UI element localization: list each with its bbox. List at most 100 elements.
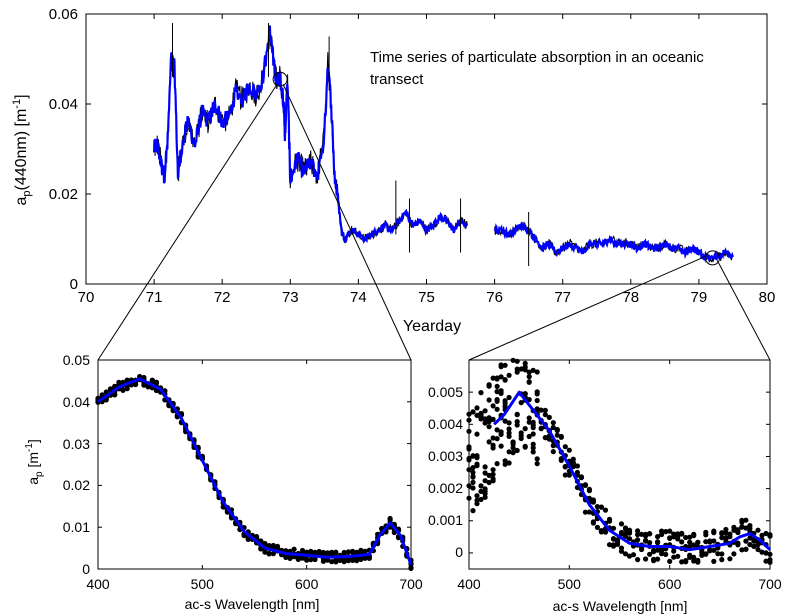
data-point — [530, 367, 536, 373]
data-point — [610, 525, 617, 531]
data-point — [651, 548, 657, 554]
data-point — [586, 486, 593, 492]
data-point — [566, 447, 572, 453]
right-x-axis-label: ac-s Wavelength [nm] — [553, 598, 688, 614]
data-point — [366, 555, 372, 561]
data-point — [498, 390, 504, 396]
data-point — [602, 507, 609, 513]
data-point — [120, 387, 126, 393]
data-point — [635, 532, 641, 538]
data-point — [651, 556, 657, 562]
data-point — [691, 542, 697, 548]
data-point — [538, 425, 544, 431]
x-tick-label: 75 — [418, 289, 435, 306]
data-point — [759, 549, 765, 555]
y-label-sub: p — [21, 191, 33, 197]
data-point — [510, 450, 516, 456]
x-tick-label: 79 — [691, 289, 708, 306]
data-point — [133, 381, 139, 387]
data-point — [711, 547, 717, 553]
data-point — [691, 558, 697, 564]
data-point — [490, 467, 496, 473]
data-point — [747, 535, 753, 541]
data-point — [474, 412, 480, 418]
data-point — [683, 559, 689, 565]
data-point — [691, 554, 697, 561]
data-point — [574, 469, 581, 476]
data-point — [707, 548, 713, 554]
data-point — [466, 428, 472, 434]
data-point — [534, 397, 540, 404]
data-point — [618, 521, 625, 527]
data-point — [635, 537, 641, 543]
data-point — [341, 559, 347, 565]
data-point — [482, 486, 488, 492]
timeseries-x-axis-label: Yearday — [403, 318, 461, 335]
data-point — [470, 469, 476, 476]
data-point — [594, 524, 601, 531]
zoom-connector-lines — [97, 83, 771, 361]
data-point — [490, 416, 496, 422]
data-point — [530, 422, 536, 428]
data-point — [522, 443, 528, 449]
data-point — [498, 374, 504, 380]
data-point — [739, 547, 745, 553]
data-point — [522, 426, 528, 432]
data-point — [526, 433, 532, 440]
data-point — [675, 533, 681, 539]
y-label-sub: p — [34, 471, 45, 477]
data-point — [522, 360, 528, 366]
data-point — [490, 403, 496, 409]
data-point — [610, 543, 617, 549]
data-point — [518, 430, 524, 436]
data-point — [490, 445, 496, 451]
data-point — [763, 558, 769, 564]
data-point — [598, 528, 605, 534]
data-point — [582, 509, 589, 515]
data-point — [578, 475, 585, 481]
data-point — [329, 559, 335, 565]
data-point — [598, 504, 605, 510]
left-y-tick-labels: 0 0.01 0.02 0.03 0.04 0.05 — [63, 352, 90, 577]
timeseries-y-tick-labels: 0 0.02 0.04 0.06 — [49, 6, 78, 293]
y-label-end: ] — [13, 94, 30, 98]
timeseries-highlights — [272, 71, 721, 266]
data-point — [574, 463, 581, 469]
data-point — [466, 467, 472, 473]
left-x-tick-labels: 400 500 600 700 — [86, 576, 423, 592]
data-point — [763, 550, 769, 556]
left-plot-area — [95, 373, 414, 572]
data-point — [719, 551, 725, 557]
y-label-rest: (440nm) [m — [13, 109, 30, 191]
data-point — [518, 435, 524, 442]
data-point — [663, 529, 669, 535]
data-point — [506, 426, 512, 432]
data-point — [466, 483, 472, 489]
data-point — [486, 397, 492, 403]
data-point — [723, 535, 729, 541]
data-point — [667, 535, 673, 542]
connector-line — [468, 255, 707, 361]
data-point — [530, 441, 536, 447]
data-point — [618, 531, 625, 537]
right-plot-area — [466, 357, 773, 565]
data-point — [470, 479, 476, 485]
x-tick-label: 700 — [399, 576, 423, 592]
data-point — [502, 377, 508, 383]
data-point — [482, 470, 488, 476]
data-point — [514, 369, 520, 375]
left-y-axis-label: ap [m-1] — [24, 439, 45, 485]
data-point — [510, 357, 516, 363]
y-label-sup: -1 — [24, 443, 35, 452]
data-point — [304, 557, 310, 563]
y-tick-label: 0 — [455, 544, 463, 560]
data-point — [767, 533, 773, 539]
data-point — [474, 405, 480, 411]
data-point — [304, 549, 310, 555]
y-tick-label: 0 — [70, 276, 78, 293]
data-point — [671, 554, 677, 560]
data-point — [124, 386, 130, 392]
data-point — [679, 539, 685, 545]
data-point — [526, 419, 532, 425]
